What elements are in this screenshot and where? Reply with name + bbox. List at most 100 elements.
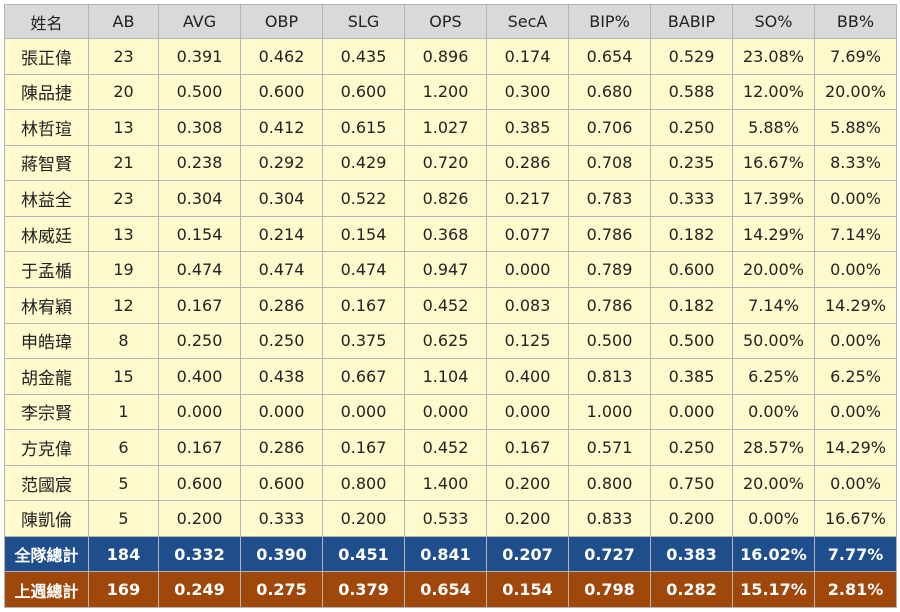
column-header-avg: AVG (158, 4, 241, 39)
cell-babip: 0.383 (650, 535, 733, 573)
cell-bip-pct: 0.783 (568, 180, 651, 217)
cell-bb-pct: 7.14% (814, 215, 897, 253)
cell-seca: 0.000 (486, 251, 569, 288)
cell-bip-pct: 0.706 (568, 109, 651, 146)
cell-ab: 5 (88, 464, 159, 502)
cell-so-pct: 16.67% (732, 144, 815, 182)
cell-seca: 0.000 (486, 393, 569, 431)
table-row: 陳凱倫 5 0.200 0.333 0.200 0.533 0.200 0.833 0.200 0… (4, 500, 897, 537)
team-total-row: 全隊總計 184 0.332 0.390 0.451 0.841 0.207 0.727 0.3… (4, 535, 897, 573)
cell-so-pct: 14.29% (732, 215, 815, 253)
cell-obp: 0.600 (240, 464, 323, 502)
cell-seca: 0.400 (486, 358, 569, 395)
cell-slg: 0.379 (322, 571, 405, 608)
cell-name: 陳凱倫 (4, 500, 89, 537)
cell-bip-pct: 1.000 (568, 393, 651, 431)
cell-babip: 0.282 (650, 571, 733, 608)
cell-seca: 0.125 (486, 322, 569, 360)
cell-name: 范國宸 (4, 464, 89, 502)
cell-ab: 12 (88, 286, 159, 324)
table-row: 胡金龍 15 0.400 0.438 0.667 1.104 0.400 0.813 0.385… (4, 358, 897, 395)
cell-bb-pct: 0.00% (814, 180, 897, 217)
cell-bb-pct: 0.00% (814, 393, 897, 431)
column-header-so-pct: SO% (732, 4, 815, 39)
cell-bb-pct: 5.88% (814, 109, 897, 146)
cell-slg: 0.167 (322, 429, 405, 466)
table-row: 陳品捷 20 0.500 0.600 0.600 1.200 0.300 0.680 0.588… (4, 73, 897, 111)
cell-avg: 0.250 (158, 322, 241, 360)
cell-name: 林威廷 (4, 215, 89, 253)
cell-babip: 0.200 (650, 500, 733, 537)
cell-seca: 0.217 (486, 180, 569, 217)
last-week-total-row: 上週總計 169 0.249 0.275 0.379 0.654 0.154 0.798 0.2… (4, 571, 897, 608)
cell-bip-pct: 0.800 (568, 464, 651, 502)
cell-obp: 0.286 (240, 286, 323, 324)
cell-obp: 0.462 (240, 38, 323, 75)
cell-bip-pct: 0.680 (568, 73, 651, 111)
cell-bb-pct: 0.00% (814, 251, 897, 288)
cell-name: 申皓瑋 (4, 322, 89, 360)
cell-bb-pct: 20.00% (814, 73, 897, 111)
cell-avg: 0.249 (158, 571, 241, 608)
cell-ab: 8 (88, 322, 159, 360)
cell-slg: 0.000 (322, 393, 405, 431)
cell-ab: 15 (88, 358, 159, 395)
cell-slg: 0.435 (322, 38, 405, 75)
cell-name: 全隊總計 (4, 535, 89, 573)
column-header-seca: SecA (486, 4, 569, 39)
cell-ab: 19 (88, 251, 159, 288)
cell-bip-pct: 0.571 (568, 429, 651, 466)
cell-obp: 0.292 (240, 144, 323, 182)
table-row: 林哲瑄 13 0.308 0.412 0.615 1.027 0.385 0.706 0.250… (4, 109, 897, 146)
cell-bb-pct: 14.29% (814, 286, 897, 324)
column-header-bip-pct: BIP% (568, 4, 651, 39)
cell-bip-pct: 0.789 (568, 251, 651, 288)
cell-ops: 0.533 (404, 500, 487, 537)
cell-obp: 0.000 (240, 393, 323, 431)
cell-seca: 0.083 (486, 286, 569, 324)
cell-babip: 0.182 (650, 215, 733, 253)
cell-seca: 0.167 (486, 429, 569, 466)
table-row: 張正偉 23 0.391 0.462 0.435 0.896 0.174 0.654 0.529… (4, 38, 897, 75)
cell-so-pct: 12.00% (732, 73, 815, 111)
cell-bip-pct: 0.786 (568, 215, 651, 253)
cell-bb-pct: 0.00% (814, 322, 897, 360)
cell-name: 林哲瑄 (4, 109, 89, 146)
cell-so-pct: 17.39% (732, 180, 815, 217)
cell-ab: 13 (88, 215, 159, 253)
cell-babip: 0.385 (650, 358, 733, 395)
cell-ab: 169 (88, 571, 159, 608)
cell-bip-pct: 0.708 (568, 144, 651, 182)
table-row: 林宥穎 12 0.167 0.286 0.167 0.452 0.083 0.786 0.182… (4, 286, 897, 324)
cell-obp: 0.390 (240, 535, 323, 573)
cell-slg: 0.375 (322, 322, 405, 360)
cell-obp: 0.250 (240, 322, 323, 360)
header-row: 姓名 AB AVG OBP SLG OPS SecA BIP% BABIP SO% BB% (4, 4, 897, 39)
batting-stats-table: 姓名 AB AVG OBP SLG OPS SecA BIP% BABIP SO% BB% 張正偉 2… (4, 4, 897, 608)
cell-so-pct: 23.08% (732, 38, 815, 75)
cell-babip: 0.500 (650, 322, 733, 360)
cell-seca: 0.154 (486, 571, 569, 608)
table-row: 李宗賢 1 0.000 0.000 0.000 0.000 0.000 1.000 0.000 0… (4, 393, 897, 431)
cell-ops: 0.947 (404, 251, 487, 288)
cell-name: 蔣智賢 (4, 144, 89, 182)
cell-avg: 0.308 (158, 109, 241, 146)
cell-ops: 0.000 (404, 393, 487, 431)
cell-ops: 0.654 (404, 571, 487, 608)
cell-so-pct: 7.14% (732, 286, 815, 324)
cell-bip-pct: 0.727 (568, 535, 651, 573)
cell-name: 李宗賢 (4, 393, 89, 431)
cell-babip: 0.588 (650, 73, 733, 111)
cell-bb-pct: 14.29% (814, 429, 897, 466)
cell-ops: 0.720 (404, 144, 487, 182)
cell-avg: 0.200 (158, 500, 241, 537)
cell-ops: 0.452 (404, 286, 487, 324)
cell-so-pct: 0.00% (732, 393, 815, 431)
cell-bb-pct: 8.33% (814, 144, 897, 182)
cell-babip: 0.333 (650, 180, 733, 217)
cell-obp: 0.474 (240, 251, 323, 288)
cell-name: 林宥穎 (4, 286, 89, 324)
cell-seca: 0.385 (486, 109, 569, 146)
cell-seca: 0.077 (486, 215, 569, 253)
cell-ops: 1.104 (404, 358, 487, 395)
